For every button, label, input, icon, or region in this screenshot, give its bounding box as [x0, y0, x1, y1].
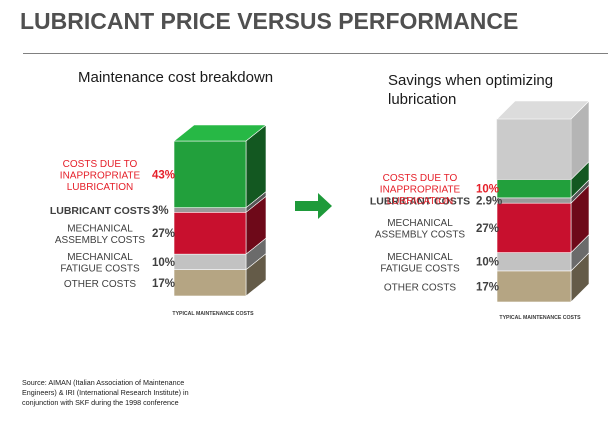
bar-segment-top: [173, 124, 267, 142]
chart-footnote: TYPICAL MAINTENANCE COSTS: [499, 315, 581, 321]
segment-value-label: 17%: [152, 278, 175, 290]
title-divider: [23, 53, 608, 54]
bar-segment: [173, 212, 247, 255]
bar-segment: [496, 202, 572, 253]
segment-label: INAPPROPRIATE: [60, 170, 141, 181]
transition-arrow-icon: [295, 193, 332, 219]
bar-segment: [496, 197, 572, 204]
segment-label: ASSEMBLY COSTS: [55, 235, 146, 246]
segment-label: OTHER COSTS: [64, 279, 137, 290]
page-title: LUBRICANT PRICE VERSUS PERFORMANCE: [20, 8, 519, 34]
segment-label: MECHANICAL: [387, 252, 453, 263]
segment-label: LUBRICANT COSTS: [370, 196, 470, 208]
bar-segment: [496, 252, 572, 272]
segment-value-label: 10%: [152, 257, 175, 269]
segment-label: ASSEMBLY COSTS: [375, 230, 466, 241]
segment-label: MECHANICAL: [67, 223, 133, 234]
bar-segment: [173, 207, 247, 213]
segment-value-label: 27%: [152, 228, 175, 240]
bar-segment: [496, 179, 572, 199]
segment-label: LUBRICATION: [387, 196, 454, 207]
segment-label: LUBRICANT COSTS: [50, 205, 150, 217]
segment-label: MECHANICAL: [67, 252, 133, 263]
bar-segment: [173, 140, 247, 208]
bar-segment: [496, 270, 572, 303]
segment-value-label: 10%: [476, 257, 499, 269]
left-chart-title: Maintenance cost breakdown: [78, 69, 274, 86]
segment-label: FATIGUE COSTS: [60, 264, 140, 275]
bar-segment: [496, 118, 572, 180]
segment-value-label: 27%: [476, 223, 499, 235]
segment-label: OTHER COSTS: [384, 282, 457, 293]
segment-value-label: 2.9%: [476, 196, 502, 208]
segment-value-label: 10%: [476, 184, 499, 196]
segment-value-label: 17%: [476, 281, 499, 293]
segment-value-label: 3%: [152, 205, 169, 217]
bar-segment: [173, 269, 247, 297]
bar-segment-top: [496, 100, 590, 120]
chart-footnote: TYPICAL MAINTENANCE COSTS: [172, 311, 254, 317]
source-line: Source: AIMAN (Italian Association of Ma…: [22, 378, 185, 387]
segment-label: COSTS DUE TO: [63, 159, 138, 170]
source-line: Engineers) & IRI (International Research…: [22, 388, 189, 397]
source-line: conjunction with SKF during the 1998 con…: [22, 398, 179, 407]
segment-label: INAPPROPRIATE: [380, 185, 461, 196]
segment-label: LUBRICATION: [67, 182, 134, 193]
source-note: Source: AIMAN (Italian Association of Ma…: [22, 378, 252, 408]
segment-value-label: 43%: [152, 169, 175, 181]
right-chart-title: Savings when optimizing lubrication: [388, 72, 554, 108]
bar-segment: [173, 253, 247, 270]
segment-label: MECHANICAL: [387, 218, 453, 229]
segment-label: COSTS DUE TO: [383, 173, 458, 184]
segment-label: FATIGUE COSTS: [380, 263, 460, 274]
